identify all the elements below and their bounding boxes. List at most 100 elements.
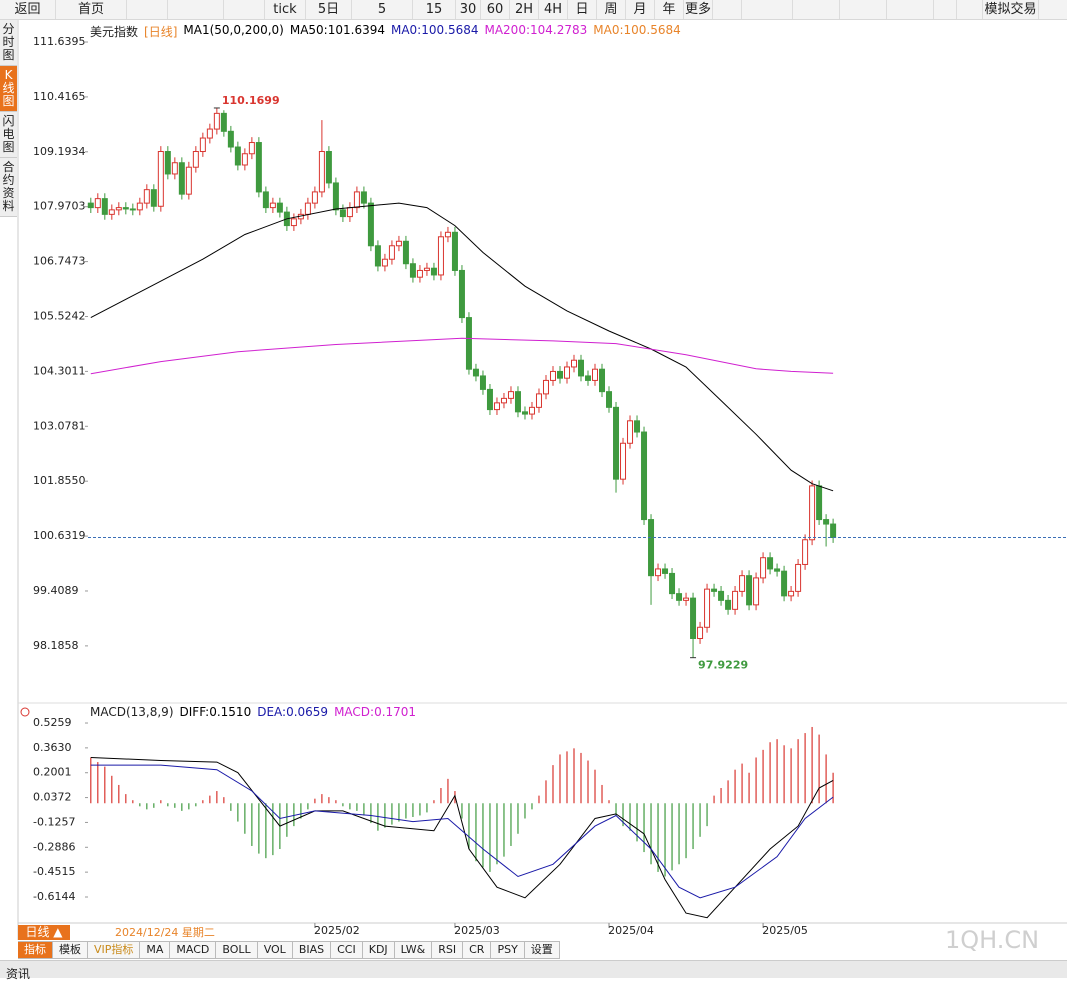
candle-body (234, 146, 241, 166)
x-tick-label: 2025/04 (608, 924, 654, 937)
candle-body (185, 166, 192, 195)
toolbar-button[interactable]: 4H (539, 0, 568, 19)
candle-body (192, 151, 199, 168)
candle-body (753, 577, 760, 606)
candle-body (648, 519, 655, 577)
toolbar-icon[interactable] (793, 0, 840, 19)
indicator-tab[interactable]: CCI (331, 941, 363, 959)
y-tick-label: -0.4515 (33, 865, 75, 878)
toolbar-button[interactable]: 15 (413, 0, 456, 19)
period-tab[interactable]: 日线 ▲ (18, 925, 70, 940)
candle-body (465, 317, 472, 370)
toolbar-button[interactable]: 2H (510, 0, 539, 19)
indicator-tab[interactable]: KDJ (362, 941, 395, 959)
indicator-tab[interactable]: 设置 (524, 941, 560, 959)
toolbar-button[interactable]: 周 (597, 0, 626, 19)
toolbar-icon[interactable] (127, 0, 168, 19)
settings-icon[interactable] (20, 707, 30, 717)
candle-body (115, 207, 122, 211)
candle-body (304, 202, 311, 215)
candle-body (816, 485, 823, 521)
toolbar-button[interactable]: 月 (626, 0, 655, 19)
toolbar-button[interactable]: 年 (655, 0, 684, 19)
side-tab[interactable]: 闪电图 (0, 112, 17, 158)
indicator-tab[interactable]: RSI (432, 941, 464, 959)
candle-body (423, 267, 430, 271)
toolbar-button[interactable]: 5 (352, 0, 413, 19)
toolbar-button[interactable]: 30 (456, 0, 481, 19)
y-tick-label: -0.6144 (33, 890, 75, 903)
candle-body (374, 245, 381, 267)
indicator-tabs: 指标 模板 VIP指标 MA MACD BOLL VOL BIAS CCI KDJ LW& RSI CR… (18, 941, 560, 959)
toolbar-button[interactable]: 5日 (306, 0, 352, 19)
x-tick-label: 2025/03 (454, 924, 500, 937)
candle-body (746, 575, 753, 606)
toolbar-button[interactable]: 60 (481, 0, 510, 19)
candle-body (690, 597, 697, 640)
toolbar-button[interactable]: tick (265, 0, 306, 19)
candle-body (339, 209, 346, 218)
toolbar-button[interactable]: 模拟交易 (983, 0, 1039, 19)
candle-body (802, 539, 809, 565)
indicator-tab[interactable]: CR (463, 941, 492, 959)
toolbar-icon[interactable] (713, 0, 742, 19)
candle-body (809, 485, 816, 541)
toolbar: 返回 首页 tick 5日 5 15 30 60 2H 4H 日周月年更多 模拟交易 (0, 0, 1067, 20)
toolbar-button[interactable]: 首页 (56, 0, 127, 19)
toolbar-icon[interactable] (887, 0, 934, 19)
candle-body (823, 519, 830, 525)
indicator-tab[interactable]: VIP指标 (88, 941, 141, 959)
candle-body (711, 588, 718, 592)
candle-body (514, 391, 521, 413)
indicator-tab[interactable]: MACD (170, 941, 217, 959)
macd-title: MACD(13,8,9) (90, 705, 174, 719)
footer: 资讯 (0, 960, 1067, 981)
candle-body (248, 142, 255, 155)
indicator-tab[interactable]: BOLL (216, 941, 258, 959)
legend-item: MACD:0.1701 (334, 705, 417, 719)
candle-body (367, 202, 374, 247)
indicator-tab[interactable]: MA (140, 941, 171, 959)
side-tab[interactable]: K线图 (0, 66, 17, 112)
candle-body (521, 411, 528, 415)
indicator-tab[interactable]: BIAS (292, 941, 332, 959)
macd-header: MACD(13,8,9) DIFF:0.1510 DEA:0.0659 MACD:0… (90, 705, 416, 719)
y-tick-label: 106.7473 (33, 255, 86, 268)
toolbar-icon[interactable] (168, 0, 224, 19)
toolbar-icon[interactable] (742, 0, 793, 19)
candle-body (290, 218, 297, 227)
candle-body (129, 208, 136, 211)
period: [日线] (144, 25, 178, 39)
y-tick-label: 101.8550 (33, 474, 86, 487)
footer-tab[interactable]: 资讯 (6, 967, 31, 981)
candle-body (599, 368, 606, 393)
indicator-tab[interactable]: VOL (257, 941, 293, 959)
candle-body (669, 572, 676, 595)
candle-body (500, 397, 507, 404)
side-tab[interactable]: 合约资料 (0, 158, 17, 217)
toolbar-button[interactable]: 返回 (0, 0, 56, 19)
candle-body (458, 269, 465, 319)
indicator-tab[interactable]: 模板 (53, 941, 88, 959)
toolbar-icon[interactable] (224, 0, 265, 19)
y-tick-label: -0.2886 (33, 840, 75, 853)
side-tab[interactable]: 分时图 (0, 20, 17, 66)
candle-body (178, 162, 185, 195)
candle-body (606, 391, 613, 408)
toolbar-icon[interactable] (957, 0, 983, 19)
candle-body (388, 245, 395, 260)
side-tabs: 分时图 K线图 闪电图 合约资料 (0, 20, 17, 217)
candle-body (563, 366, 570, 379)
toolbar-button[interactable]: 日 (568, 0, 597, 19)
candle-body (136, 202, 143, 211)
y-tick-label: 99.4089 (33, 584, 79, 597)
candle-body (108, 209, 115, 215)
indicator-tab[interactable]: LW& (394, 941, 433, 959)
candle-body (535, 393, 542, 408)
candle-body (157, 151, 164, 207)
toolbar-icon[interactable] (840, 0, 887, 19)
indicator-tab[interactable]: PSY (491, 941, 525, 959)
toolbar-icon[interactable] (934, 0, 957, 19)
toolbar-button[interactable]: 更多 (684, 0, 713, 19)
indicator-tab[interactable]: 指标 (18, 941, 53, 959)
